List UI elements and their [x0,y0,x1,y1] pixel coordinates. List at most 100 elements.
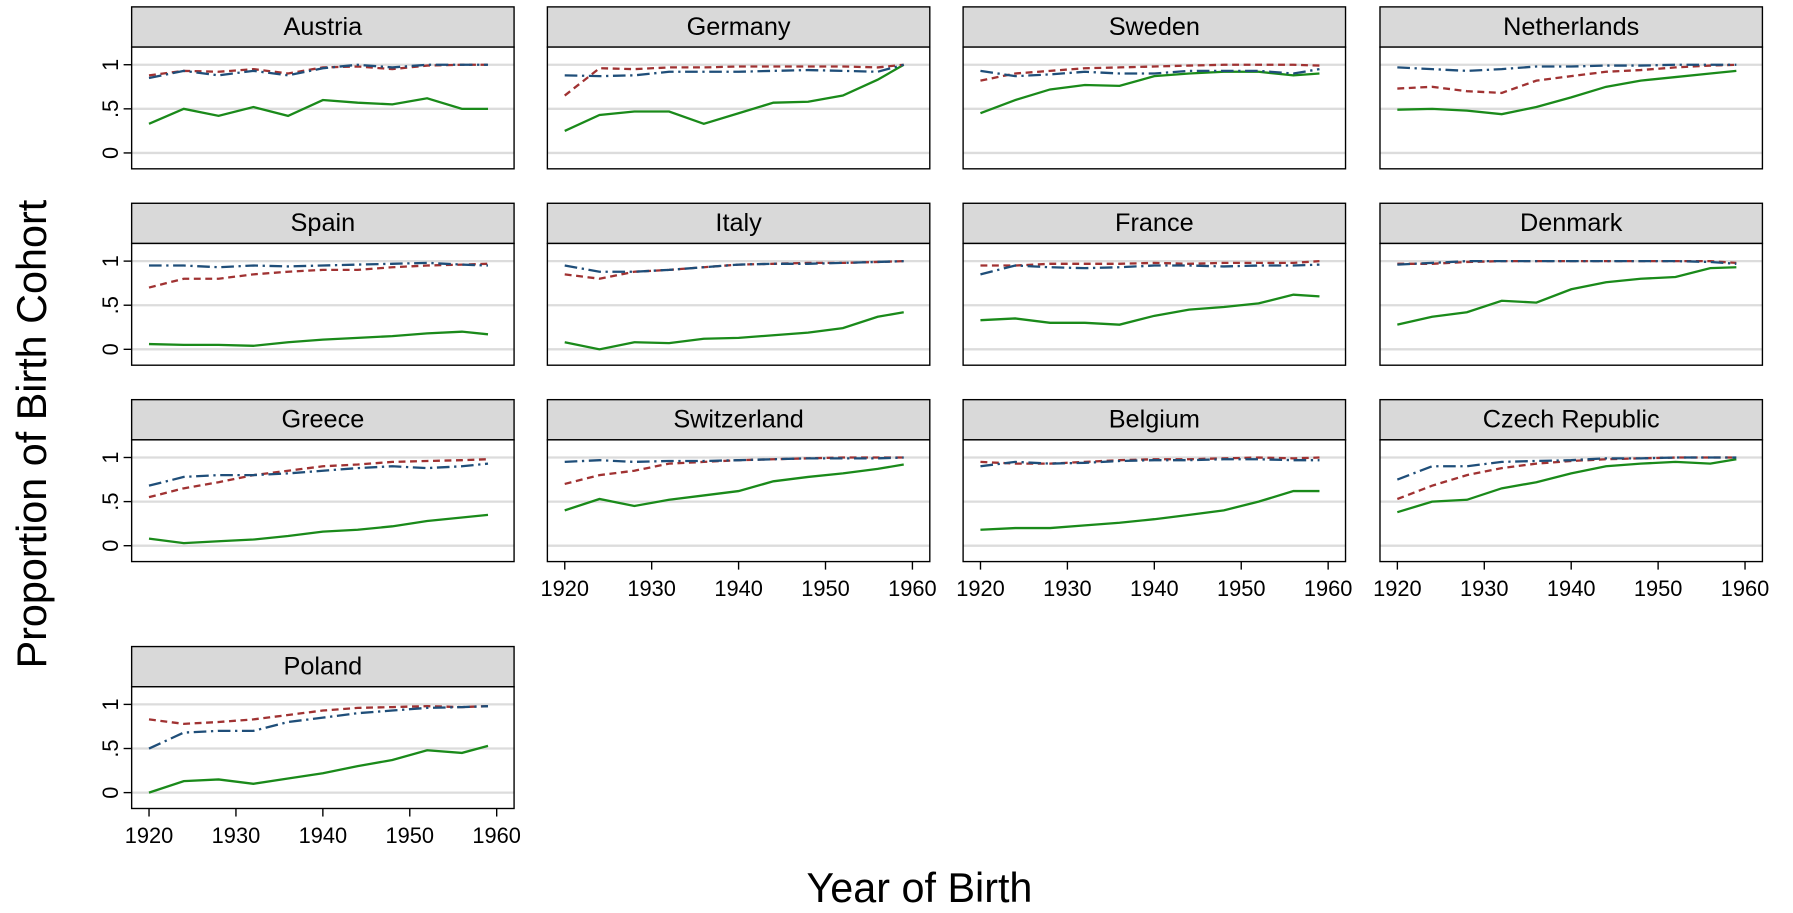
series-line [980,260,1320,267]
series-line [564,260,904,273]
x-tick-label: 1930 [1043,576,1092,601]
plot-border [1379,242,1764,366]
series-line [564,311,904,351]
series-line [980,70,1320,115]
plot-border [130,439,515,563]
series-line [980,293,1320,326]
series-line [148,462,489,487]
series-line [980,489,1320,531]
panel-header [962,398,1347,441]
series-line [1397,63,1737,73]
y-tick-label: .5 [98,100,123,118]
panel-title: Switzerland [673,406,804,434]
plot-border [1379,439,1764,563]
panel-header [962,6,1347,48]
series-line [1396,456,1737,481]
x-tick-label: 1940 [1547,576,1596,601]
x-tick-label: 1960 [472,823,521,848]
series-line [148,330,489,347]
x-tick-label: 1950 [1217,576,1266,601]
y-tick-label: .5 [98,492,123,510]
x-tick-label: 1920 [956,576,1005,601]
plot-border [130,46,515,170]
series-line [980,458,1320,468]
y-tick-label: 1 [98,59,123,71]
y-tick-label: .5 [98,296,123,314]
x-tick-label: 1960 [1721,576,1770,601]
panel-header [130,398,515,441]
plot-border [130,242,515,366]
panel-title: Poland [284,652,363,680]
series-line [1397,69,1737,116]
series-line [148,261,489,269]
series-line [148,97,489,125]
panel-title: Austria [284,13,364,41]
series-line [564,63,904,97]
plot-border [962,242,1347,366]
y-tick-label: .5 [98,739,123,757]
panel-header [546,202,931,245]
x-tick-label: 1930 [627,576,676,601]
series-line [1396,458,1737,514]
plot-border [546,46,931,170]
panel-header [962,202,1347,245]
plot-border [962,439,1347,563]
y-tick-label: 1 [98,698,123,710]
panel-title: Belgium [1109,406,1200,434]
x-axis-title: Year of Birth [807,865,1033,911]
panel-title: Czech Republic [1483,406,1660,434]
y-tick-label: 1 [98,255,123,267]
panel-title: Spain [291,209,356,237]
x-tick-label: 1960 [1304,576,1353,601]
panel-title: Netherlands [1503,13,1639,41]
series-line [148,262,489,289]
panel-header [130,6,515,48]
plot-border [546,242,931,366]
y-tick-label: 0 [98,540,123,552]
series-line [1397,260,1737,266]
x-tick-label: 1950 [386,823,435,848]
x-tick-label: 1940 [1130,576,1179,601]
series-line [148,63,489,80]
x-tick-label: 1920 [540,576,589,601]
panel-title: Greece [281,406,364,434]
plot-border [130,686,515,810]
panel-header [1379,398,1764,441]
x-tick-label: 1940 [299,823,348,848]
panel-header [546,398,931,441]
series-line [1397,63,1737,95]
series-line [564,63,905,78]
x-tick-label: 1920 [1373,576,1422,601]
panel-title: Sweden [1109,13,1200,41]
series-line [148,744,489,794]
panel-title: Italy [715,209,762,237]
series-line [148,513,489,545]
panel-header [130,645,515,688]
plot-border [546,439,931,563]
x-tick-label: 1930 [212,823,261,848]
series-line [564,63,905,132]
x-tick-label: 1920 [125,823,174,848]
x-tick-label: 1930 [1460,576,1509,601]
panel-header [130,202,515,245]
series-line [980,63,1320,82]
panel-title: France [1115,209,1194,237]
series-line [1397,266,1737,326]
panel-title: Denmark [1520,209,1623,237]
panel-header [1379,202,1764,245]
x-tick-label: 1950 [1634,576,1683,601]
series-line [980,68,1320,78]
y-axis-title: Proportion of Birth Cohort [9,199,55,668]
x-tick-label: 1950 [801,576,850,601]
series-line [980,263,1320,276]
series-line [148,705,489,750]
y-tick-label: 0 [98,343,123,355]
plot-border [1379,46,1764,170]
x-tick-label: 1940 [714,576,763,601]
series-line [564,456,904,464]
y-tick-label: 1 [98,451,123,463]
y-tick-label: 0 [98,147,123,159]
series-line [564,463,904,512]
